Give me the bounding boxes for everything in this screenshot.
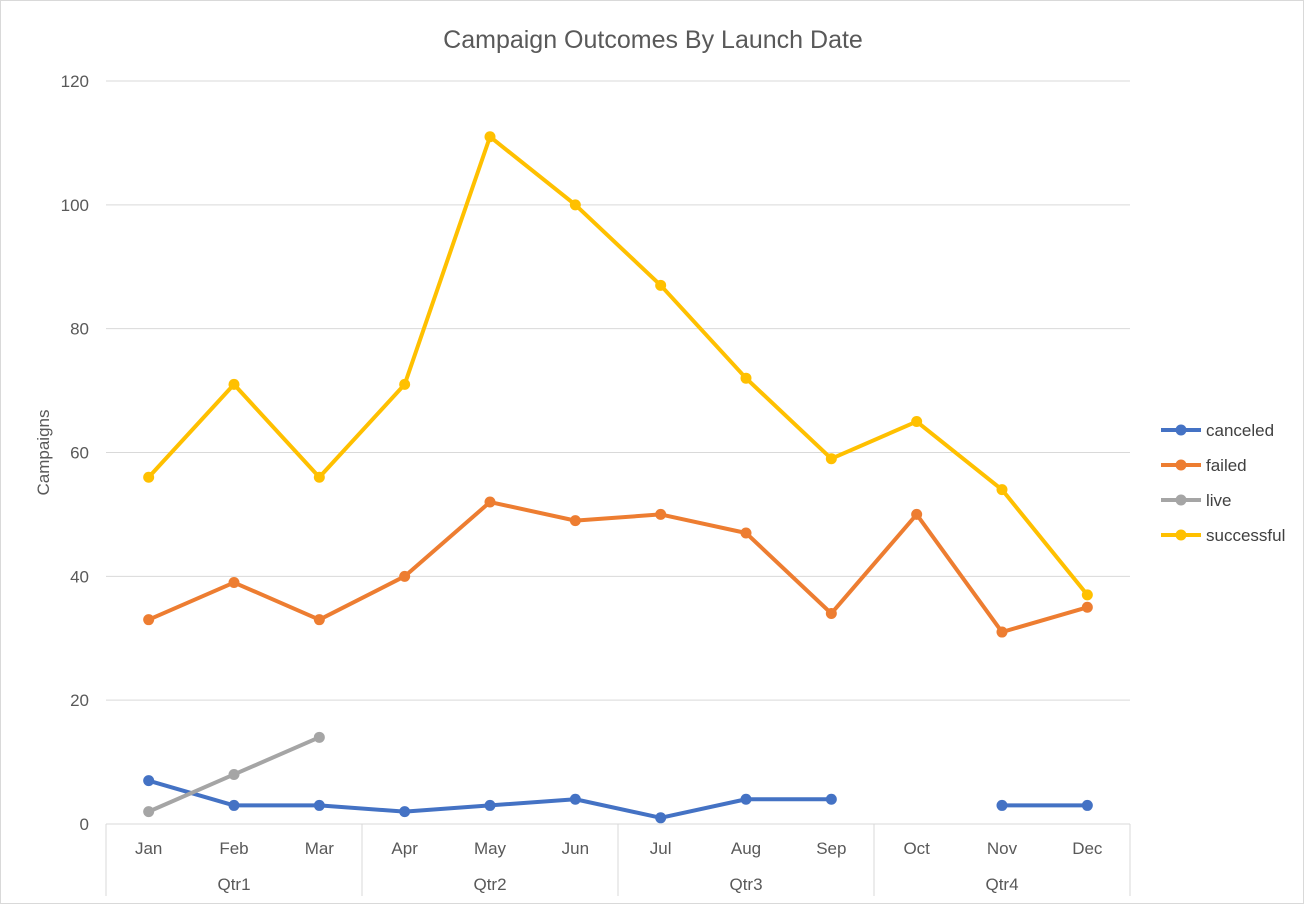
data-point-canceled bbox=[484, 799, 496, 811]
x-group-label: Qtr4 bbox=[985, 875, 1018, 894]
data-point-successful bbox=[399, 378, 411, 390]
data-point-canceled bbox=[228, 799, 240, 811]
data-point-canceled bbox=[1081, 799, 1093, 811]
x-tick-label: Aug bbox=[731, 839, 761, 858]
series-line-successful bbox=[146, 134, 1090, 597]
x-tick-label: Jan bbox=[135, 839, 162, 858]
data-point-canceled bbox=[399, 806, 411, 818]
data-point-successful bbox=[228, 378, 240, 390]
legend-label-live: live bbox=[1206, 491, 1232, 510]
data-point-live bbox=[143, 806, 155, 818]
data-point-failed bbox=[825, 607, 837, 619]
x-tick-label: Jun bbox=[562, 839, 589, 858]
data-point-failed bbox=[740, 527, 752, 539]
data-point-canceled bbox=[569, 793, 581, 805]
data-point-failed bbox=[911, 508, 923, 520]
series-line-canceled bbox=[146, 778, 834, 820]
x-tick-label: Oct bbox=[903, 839, 930, 858]
data-point-live bbox=[228, 768, 240, 780]
x-group-label: Qtr1 bbox=[217, 875, 250, 894]
x-group-label: Qtr2 bbox=[473, 875, 506, 894]
chart-title: Campaign Outcomes By Launch Date bbox=[443, 26, 863, 54]
x-group-label: Qtr3 bbox=[729, 875, 762, 894]
data-point-failed bbox=[143, 614, 155, 626]
x-tick-label: Nov bbox=[987, 839, 1018, 858]
legend-label-canceled: canceled bbox=[1206, 421, 1274, 440]
x-tick-label: Apr bbox=[391, 839, 418, 858]
legend-marker-canceled bbox=[1175, 424, 1187, 436]
legend-label-failed: failed bbox=[1206, 456, 1247, 475]
x-tick-label: Jul bbox=[650, 839, 672, 858]
x-tick-label: Dec bbox=[1072, 839, 1103, 858]
data-point-successful bbox=[911, 416, 923, 428]
y-tick-label: 80 bbox=[70, 320, 89, 339]
data-point-canceled bbox=[825, 793, 837, 805]
data-point-live bbox=[313, 731, 325, 743]
data-point-failed bbox=[996, 626, 1008, 638]
series-line-failed bbox=[146, 500, 1090, 635]
legend-marker-failed bbox=[1175, 459, 1187, 471]
y-tick-label: 40 bbox=[70, 567, 89, 586]
y-tick-label: 20 bbox=[70, 691, 89, 710]
data-point-failed bbox=[1081, 601, 1093, 613]
data-point-successful bbox=[143, 471, 155, 483]
data-point-successful bbox=[569, 199, 581, 211]
x-tick-label: Mar bbox=[305, 839, 335, 858]
data-point-canceled bbox=[143, 775, 155, 787]
legend-marker-successful bbox=[1175, 529, 1187, 541]
x-tick-label: May bbox=[474, 839, 507, 858]
data-point-failed bbox=[399, 570, 411, 582]
x-tick-label: Feb bbox=[219, 839, 248, 858]
y-tick-label: 0 bbox=[80, 815, 89, 834]
data-point-failed bbox=[484, 496, 496, 508]
data-point-canceled bbox=[313, 799, 325, 811]
data-point-failed bbox=[228, 577, 240, 589]
data-point-failed bbox=[569, 515, 581, 527]
data-point-failed bbox=[313, 614, 325, 626]
data-point-successful bbox=[996, 484, 1008, 496]
data-point-successful bbox=[825, 453, 837, 465]
legend-label-successful: successful bbox=[1206, 526, 1285, 545]
data-point-canceled bbox=[996, 799, 1008, 811]
data-point-successful bbox=[313, 471, 325, 483]
y-tick-label: 100 bbox=[61, 196, 89, 215]
data-point-canceled bbox=[655, 812, 667, 824]
data-point-failed bbox=[655, 508, 667, 520]
data-point-successful bbox=[1081, 589, 1093, 601]
y-tick-label: 120 bbox=[61, 72, 89, 91]
legend-marker-live bbox=[1175, 494, 1187, 506]
y-tick-label: 60 bbox=[70, 444, 89, 463]
data-point-successful bbox=[655, 279, 667, 291]
data-point-successful bbox=[740, 372, 752, 384]
data-point-canceled bbox=[740, 793, 752, 805]
y-axis-label: Campaigns bbox=[34, 410, 53, 496]
data-point-successful bbox=[484, 131, 496, 143]
x-tick-label: Sep bbox=[816, 839, 846, 858]
